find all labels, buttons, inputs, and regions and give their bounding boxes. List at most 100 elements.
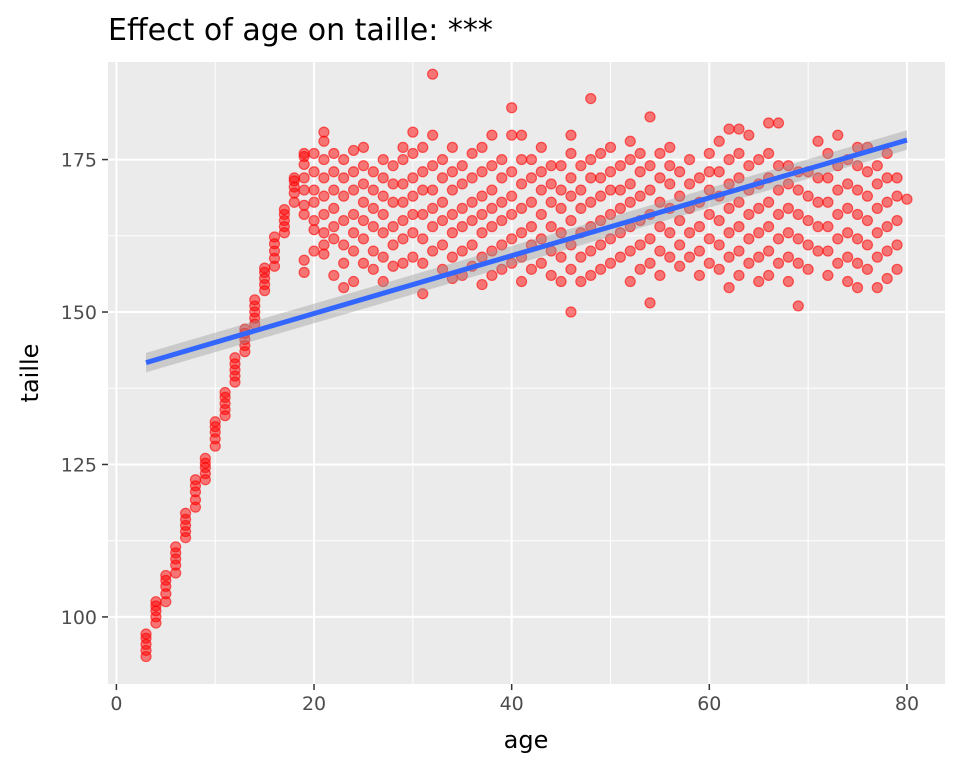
data-point — [545, 160, 557, 172]
data-point — [515, 227, 528, 239]
data-point — [753, 202, 765, 214]
data-point — [496, 153, 508, 166]
data-point — [525, 153, 538, 166]
data-point — [871, 227, 883, 239]
data-point — [812, 245, 824, 257]
data-point — [832, 184, 844, 196]
data-point — [397, 233, 409, 245]
data-point — [634, 263, 646, 275]
data-point — [347, 166, 360, 178]
data-point — [209, 416, 221, 428]
data-point — [456, 245, 468, 257]
data-point — [387, 260, 399, 272]
data-point — [842, 202, 854, 214]
data-point — [891, 190, 903, 202]
data-point — [387, 178, 399, 190]
data-point — [229, 352, 241, 364]
data-point — [733, 245, 745, 257]
data-point — [575, 202, 587, 214]
data-point — [881, 272, 893, 285]
data-point — [723, 282, 735, 294]
data-points — [140, 68, 913, 663]
data-point — [466, 239, 478, 251]
data-point — [377, 275, 389, 288]
data-point — [664, 251, 676, 263]
data-point — [614, 160, 626, 172]
data-point — [871, 178, 883, 190]
data-point — [861, 239, 874, 251]
data-point — [446, 208, 458, 221]
data-point — [782, 178, 794, 190]
data-point — [614, 227, 626, 239]
y-tick-label: 125 — [61, 454, 97, 476]
data-point — [565, 306, 577, 318]
data-point — [743, 129, 755, 141]
data-point — [772, 117, 785, 129]
data-point — [772, 184, 785, 196]
data-point — [565, 172, 577, 184]
data-point — [703, 233, 715, 245]
data-point — [506, 129, 518, 141]
data-point — [427, 160, 439, 172]
data-point — [446, 227, 458, 239]
data-point — [861, 263, 874, 275]
data-point — [328, 166, 340, 178]
data-point — [328, 221, 340, 233]
data-point — [338, 257, 350, 269]
data-point — [802, 214, 814, 227]
data-point — [318, 208, 330, 221]
data-point — [525, 196, 538, 208]
data-point — [308, 245, 320, 257]
data-point — [595, 214, 607, 227]
data-point — [871, 202, 883, 214]
data-point — [723, 153, 735, 166]
data-point — [822, 147, 834, 160]
data-point — [347, 208, 360, 221]
data-point — [743, 208, 755, 221]
data-point — [861, 190, 874, 202]
data-point — [624, 178, 636, 190]
data-point — [565, 190, 577, 202]
data-point — [604, 141, 617, 153]
data-point — [842, 178, 854, 190]
data-point — [318, 190, 330, 202]
data-point — [377, 190, 389, 202]
data-point — [318, 248, 330, 260]
data-point — [585, 269, 597, 282]
data-point — [466, 214, 478, 227]
data-point — [338, 172, 350, 184]
data-point — [604, 184, 617, 196]
data-point — [446, 184, 458, 196]
y-tick-label: 175 — [61, 150, 97, 172]
data-point — [298, 184, 310, 196]
data-point — [654, 172, 666, 184]
data-point — [486, 160, 498, 172]
data-point — [427, 68, 439, 80]
data-point — [338, 239, 350, 251]
data-point — [150, 596, 162, 608]
data-point — [733, 221, 745, 233]
data-point — [496, 214, 508, 227]
x-tick-label: 40 — [500, 693, 524, 715]
grid-lines — [108, 62, 945, 684]
data-point — [259, 262, 271, 274]
data-point — [318, 153, 330, 166]
data-point — [545, 178, 557, 190]
data-point — [476, 141, 488, 153]
data-point — [298, 172, 310, 184]
data-point — [595, 263, 607, 275]
data-point — [604, 257, 617, 269]
data-point — [585, 172, 597, 184]
data-point — [357, 233, 370, 245]
data-point — [654, 269, 666, 282]
data-point — [802, 263, 814, 275]
data-point — [288, 172, 300, 184]
data-point — [683, 178, 696, 190]
data-point — [506, 190, 518, 202]
data-point — [347, 184, 360, 196]
data-point — [160, 569, 172, 582]
data-point — [436, 239, 449, 251]
data-point — [792, 233, 804, 245]
data-point — [733, 123, 745, 135]
